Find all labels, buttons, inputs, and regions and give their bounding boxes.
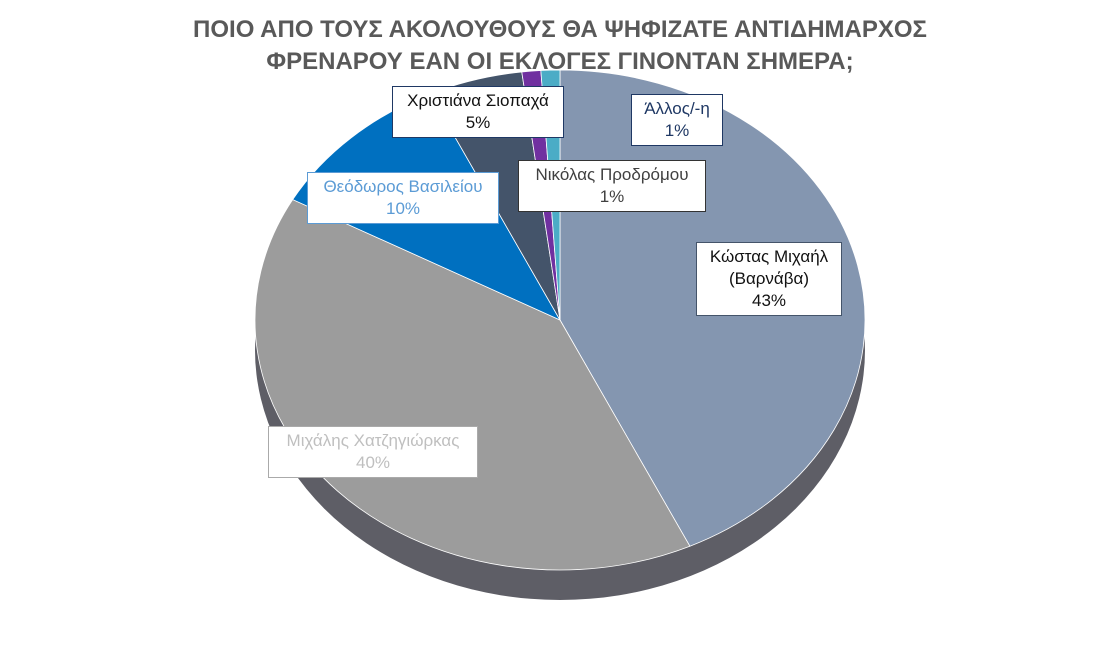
chart-title: ΠΟΙΟ ΑΠΟ ΤΟΥΣ ΑΚΟΛΟΥΘΟΥΣ ΘΑ ΨΗΦΙΖΑΤΕ ΑΝΤ… [193, 16, 927, 75]
data-label: Θεόδωρος Βασιλείου 10% [307, 172, 499, 224]
data-label: Κώστας Μιχαήλ (Βαρνάβα) 43% [696, 242, 842, 316]
label-value: 1% [599, 187, 625, 206]
data-label: Άλλος/-η 1% [631, 94, 723, 146]
label-category: Άλλος/-η [644, 99, 710, 118]
label-category: Θεόδωρος Βασιλείου [323, 177, 483, 196]
label-value: 40% [355, 453, 391, 472]
label-category: Χριστιάνα Σιοπαχά [407, 91, 549, 110]
label-value: 43% [751, 291, 787, 310]
data-label: Νικόλας Προδρόμου 1% [518, 160, 706, 212]
label-category: Νικόλας Προδρόμου [535, 165, 689, 184]
label-value: 1% [664, 121, 690, 140]
label-category: Μιχάλης Χατζηγιώρκας [286, 431, 460, 450]
label-category: Κώστας Μιχαήλ (Βαρνάβα) [709, 247, 829, 288]
data-label: Μιχάλης Χατζηγιώρκας 40% [268, 426, 478, 478]
label-value: 5% [465, 113, 491, 132]
data-label: Χριστιάνα Σιοπαχά 5% [392, 86, 564, 138]
label-value: 10% [385, 199, 421, 218]
